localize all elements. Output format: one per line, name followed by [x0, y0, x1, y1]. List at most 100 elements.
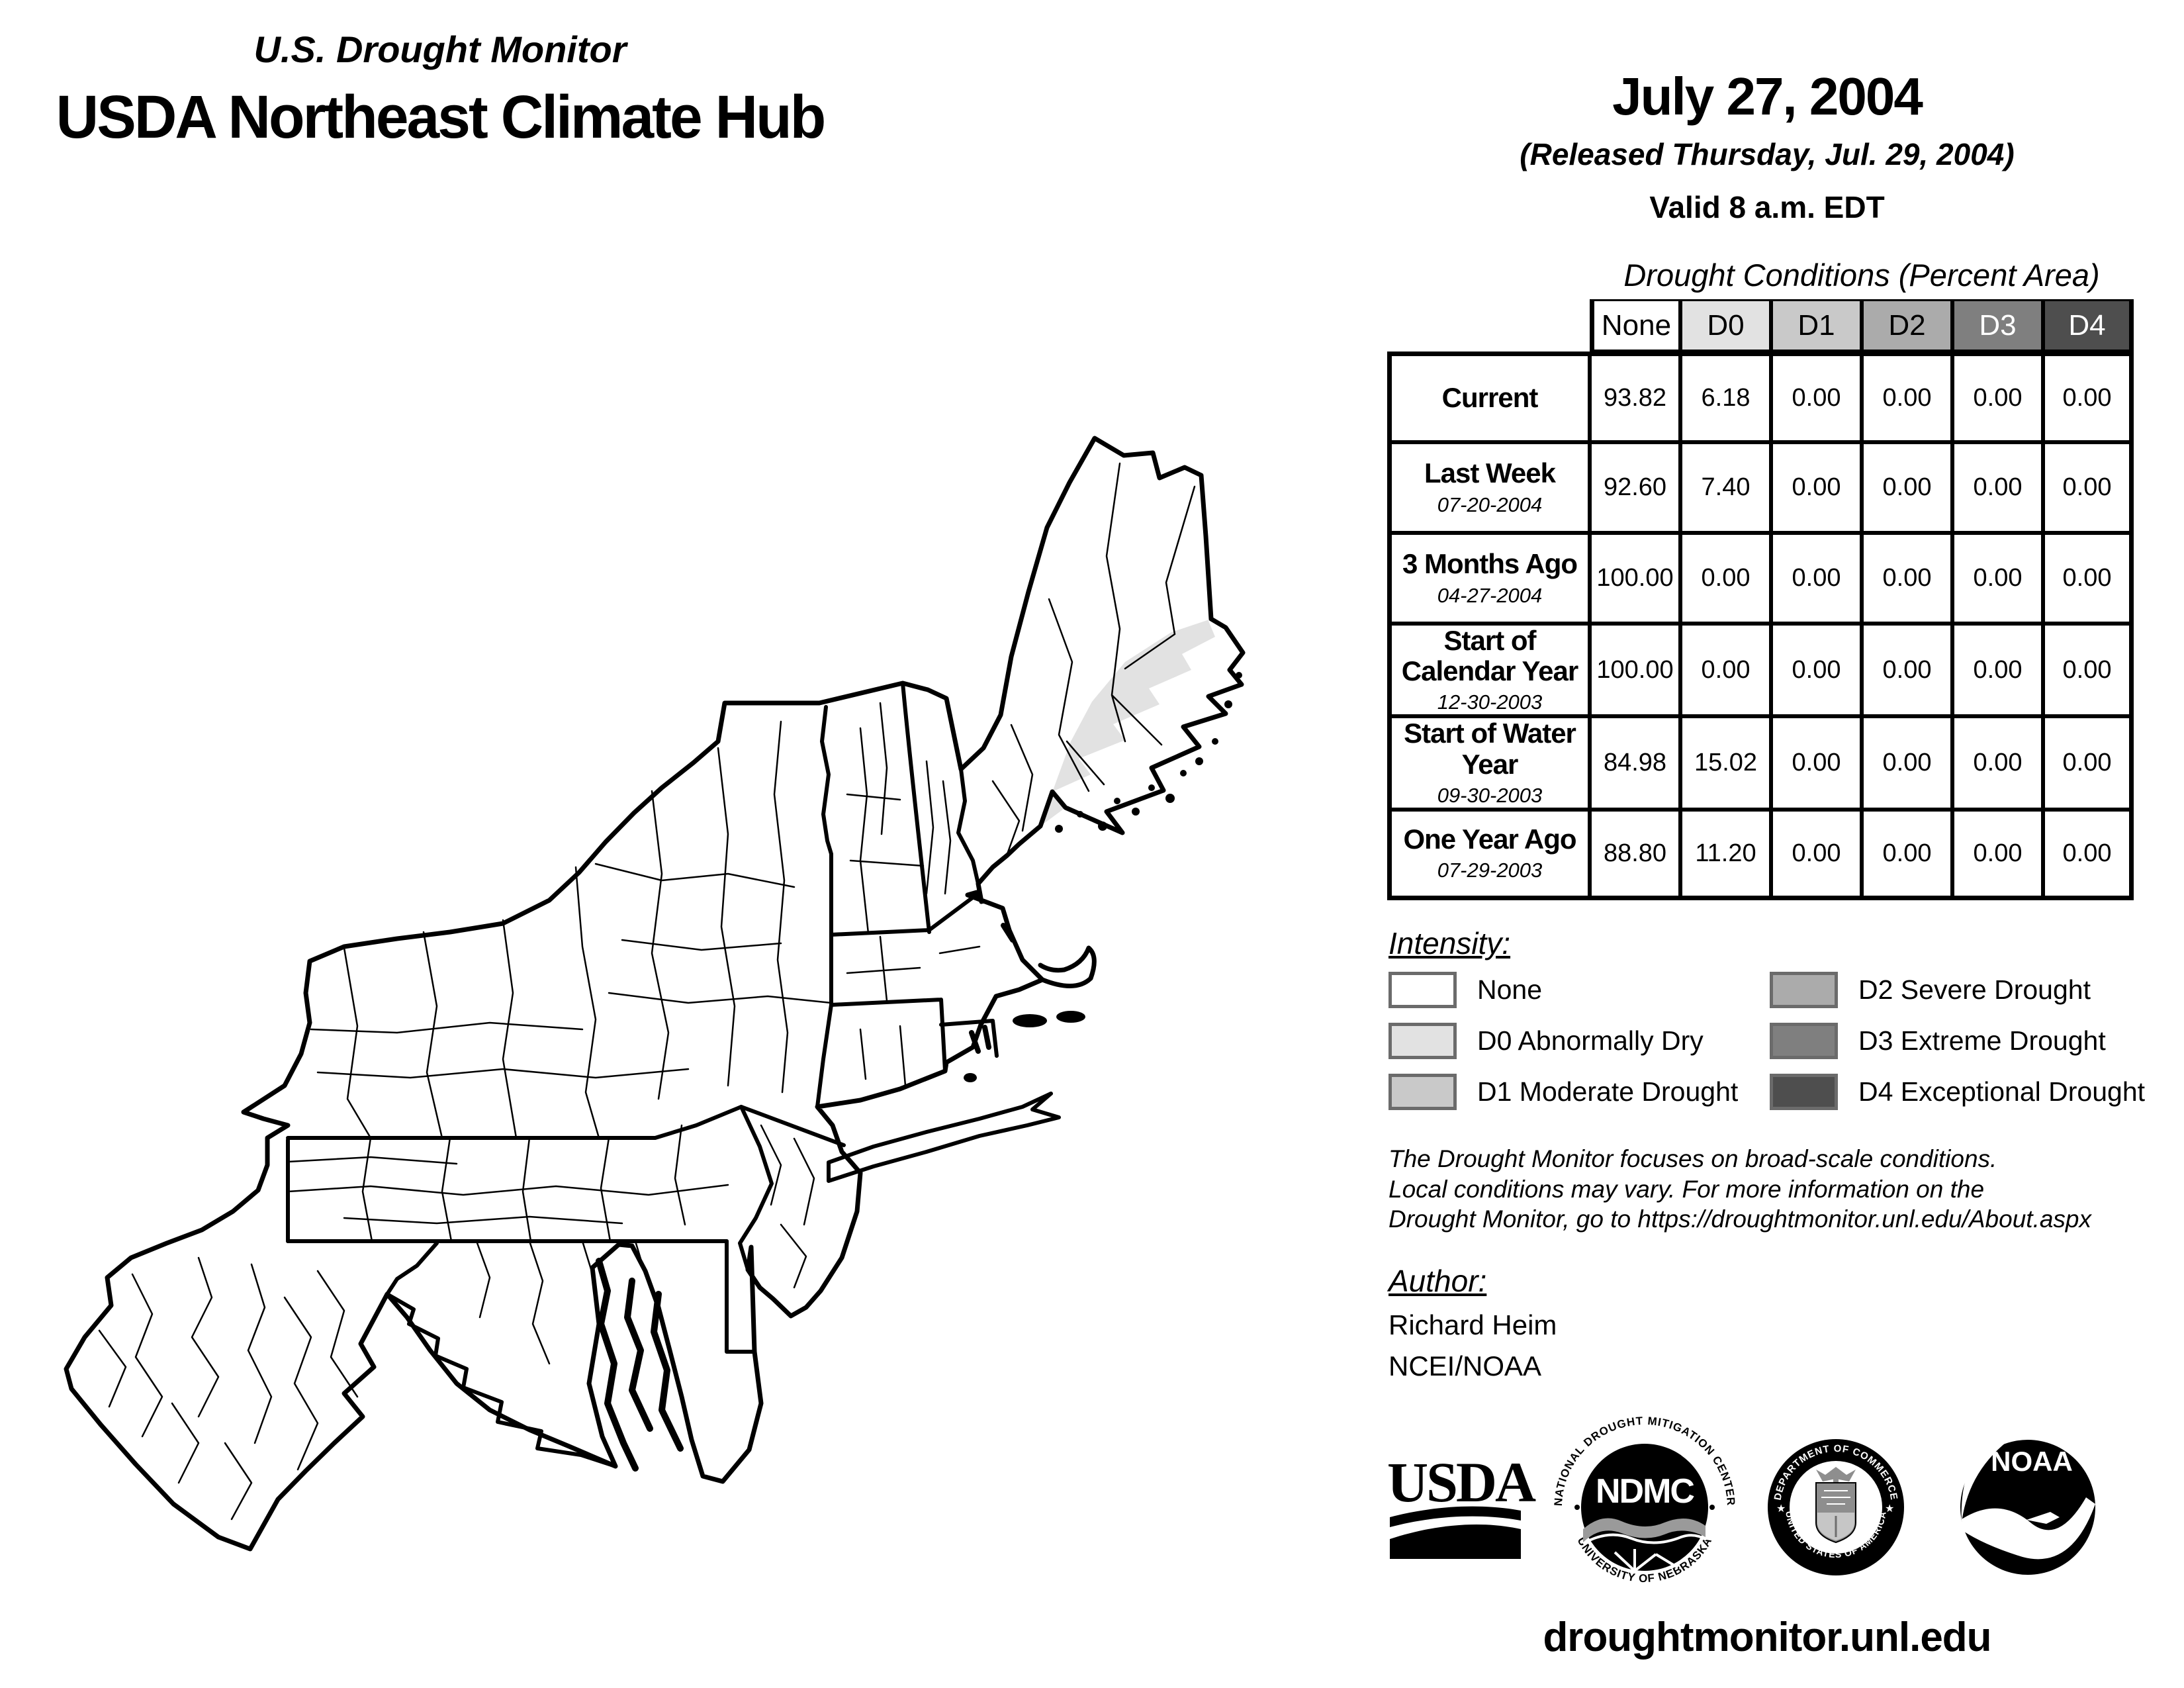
cell-value: 0.00: [2043, 352, 2134, 442]
col-header-d2: D2: [1862, 299, 1952, 352]
author-org: NCEI/NOAA: [1388, 1350, 1542, 1382]
potomac-river: [385, 1292, 617, 1468]
cell-value: 0.00: [1952, 533, 2043, 624]
table-row-start-calendar-year: Start of Calendar Year 12-30-2003 100.00…: [1387, 624, 2134, 717]
row-date: 09-30-2003: [1437, 783, 1543, 807]
col-header-d1: D1: [1771, 299, 1862, 352]
doc-star-right: ★: [1885, 1503, 1894, 1515]
table-row-3-months-ago: 3 Months Ago 04-27-2004 100.00 0.00 0.00…: [1387, 533, 2134, 624]
footer-url: droughtmonitor.unl.edu: [1543, 1615, 1991, 1660]
cell-value: 0.00: [1862, 809, 1952, 900]
cell-value: 0.00: [1771, 716, 1862, 810]
cell-value: 0.00: [2043, 624, 2134, 717]
cell-value: 0.00: [1862, 352, 1952, 442]
legend-label-none: None: [1477, 974, 1543, 1005]
cell-value: 0.00: [1771, 352, 1862, 442]
usda-logo-text: USDA: [1387, 1450, 1536, 1514]
legend-swatch-d1: [1388, 1074, 1457, 1110]
southern-islands: [964, 1011, 1085, 1082]
col-header-none: None: [1590, 299, 1680, 352]
title-block: U.S. Drought Monitor USDA Northeast Clim…: [0, 28, 880, 152]
legend-label-d0: D0 Abnormally Dry: [1477, 1025, 1704, 1056]
cell-value: 0.00: [1952, 352, 2043, 442]
date-block: July 27, 2004 (Released Thursday, Jul. 2…: [1350, 66, 2184, 225]
disclaimer-text: The Drought Monitor focuses on broad-sca…: [1388, 1144, 2169, 1235]
col-header-d3: D3: [1952, 299, 2043, 352]
table-header-row: None D0 D1 D2 D3 D4: [1387, 299, 2134, 352]
row-label: 3 Months Ago: [1402, 548, 1578, 580]
disclaimer-line1: The Drought Monitor focuses on broad-sca…: [1388, 1145, 1997, 1172]
cell-value: 15.02: [1680, 716, 1771, 810]
page-subtitle: USDA Northeast Climate Hub: [56, 83, 827, 151]
harbor-marks: [969, 923, 1015, 1054]
disclaimer-line3: Drought Monitor, go to https://droughtmo…: [1388, 1205, 2091, 1233]
col-header-d0: D0: [1680, 299, 1771, 352]
cell-value: 93.82: [1590, 352, 1680, 442]
intensity-heading: Intensity:: [1388, 926, 1511, 961]
maine-coast-islands: [1055, 672, 1242, 833]
row-label: Last Week: [1424, 457, 1556, 489]
cell-value: 0.00: [1771, 809, 1862, 900]
col-header-d4: D4: [2043, 299, 2134, 352]
row-label: Current: [1441, 382, 1539, 414]
county-lines: [98, 462, 1196, 1521]
cell-value: 100.00: [1590, 624, 1680, 717]
cell-value: 0.00: [1680, 533, 1771, 624]
ndmc-logo-icon: NATIONAL DROUGHT MITIGATION CENTER UNIVE…: [1552, 1415, 1737, 1585]
cell-value: 0.00: [1952, 809, 2043, 900]
region-outline: [64, 436, 1246, 1552]
cell-value: 0.00: [1952, 442, 2043, 533]
cell-value: 0.00: [1680, 624, 1771, 717]
table-corner-cell: [1387, 299, 1590, 352]
valid-time: Valid 8 a.m. EDT: [1649, 190, 1885, 224]
long-island: [827, 1092, 1061, 1183]
table-row-one-year-ago: One Year Ago 07-29-2003 88.80 11.20 0.00…: [1387, 809, 2134, 900]
legend-label-d3: D3 Extreme Drought: [1858, 1025, 2106, 1056]
map-date: July 27, 2004: [1612, 67, 1923, 126]
row-label: One Year Ago: [1403, 823, 1576, 855]
noaa-logo-text: NOAA: [1991, 1446, 2073, 1477]
legend-label-d4: D4 Exceptional Drought: [1858, 1076, 2146, 1107]
doc-seal-icon: DEPARTMENT OF COMMERCE UNITED STATES OF …: [1768, 1439, 1904, 1575]
legend-swatch-d2: [1770, 972, 1838, 1008]
disclaimer-line2: Local conditions may vary. For more info…: [1388, 1175, 1985, 1203]
table-row-last-week: Last Week 07-20-2004 92.60 7.40 0.00 0.0…: [1387, 442, 2134, 533]
d0-drought-area: [1040, 619, 1215, 826]
cell-value: 0.00: [2043, 716, 2134, 810]
released-date: (Released Thursday, Jul. 29, 2004): [1520, 137, 2015, 171]
cell-value: 84.98: [1590, 716, 1680, 810]
cell-value: 0.00: [2043, 442, 2134, 533]
cell-value: 0.00: [1771, 624, 1862, 717]
legend-swatch-d0: [1388, 1023, 1457, 1059]
row-date: 07-29-2003: [1437, 859, 1543, 882]
doc-star-left: ★: [1776, 1503, 1786, 1515]
row-date: 04-27-2004: [1437, 583, 1543, 607]
row-date: 07-20-2004: [1437, 492, 1543, 516]
cell-value: 0.00: [1771, 442, 1862, 533]
row-label: Start of Calendar Year: [1401, 625, 1578, 687]
drought-conditions-table: None D0 D1 D2 D3 D4 Current 93.82 6.18 0…: [1387, 299, 2134, 900]
cell-value: 0.00: [2043, 533, 2134, 624]
noaa-logo-icon: NOAA: [1960, 1433, 2095, 1575]
usda-logo-icon: USDA: [1387, 1450, 1538, 1559]
cell-value: 88.80: [1590, 809, 1680, 900]
author-name: Richard Heim: [1388, 1309, 1557, 1340]
cell-value: 0.00: [1771, 533, 1862, 624]
cell-value: 7.40: [1680, 442, 1771, 533]
table-row-current: Current 93.82 6.18 0.00 0.00 0.00 0.00: [1387, 352, 2134, 442]
cell-value: 0.00: [1862, 442, 1952, 533]
agency-logos: USDA NATIONAL DROUGHT MITIGATION CENTER …: [1387, 1415, 2095, 1585]
legend-label-d2: D2 Severe Drought: [1858, 974, 2091, 1005]
legend-swatch-d3: [1770, 1023, 1838, 1059]
cell-value: 0.00: [2043, 809, 2134, 900]
page-title: U.S. Drought Monitor: [253, 28, 627, 70]
legend-swatch-none: [1388, 972, 1457, 1008]
cell-value: 100.00: [1590, 533, 1680, 624]
legend-label-d1: D1 Moderate Drought: [1477, 1076, 1739, 1107]
chesapeake-bay: [596, 1258, 684, 1472]
cell-value: 92.60: [1590, 442, 1680, 533]
ndmc-logo-text: NDMC: [1596, 1472, 1694, 1511]
cell-value: 0.00: [1862, 533, 1952, 624]
state-borders: [286, 681, 999, 1354]
